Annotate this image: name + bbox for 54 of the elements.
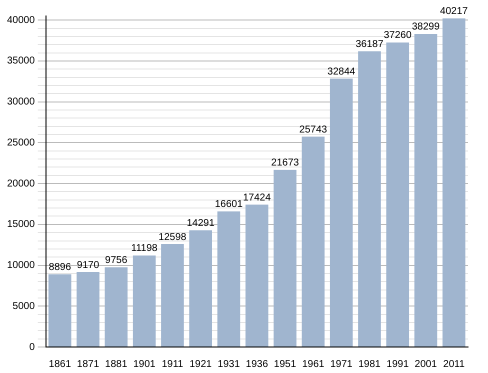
x-tick-label: 1991 [386,358,410,370]
y-tick-label: 15000 [6,219,36,230]
x-tick-label: 1871 [76,358,100,370]
data-label: 8896 [48,262,72,274]
x-tick-label: 1936 [246,358,268,370]
data-label: 16601 [214,199,244,210]
bar [302,136,325,346]
x-tick-label: 2011 [443,358,466,370]
y-tick-label: 35000 [6,56,36,67]
bar [442,18,466,346]
data-label: 9756 [105,255,128,266]
data-label: 37260 [384,30,412,42]
bar [132,255,156,346]
bar [358,51,381,346]
data-label: 12598 [158,232,187,243]
x-tick-label: 1961 [302,358,325,370]
data-label: 36187 [356,39,384,50]
bar [414,34,438,346]
y-tick-label: 25000 [6,137,36,148]
bar [386,42,410,346]
y-tick-label: 30000 [6,96,36,108]
x-tick-label: 2001 [414,358,438,370]
x-tick-label: 1921 [189,358,212,370]
data-label: 17424 [243,192,272,204]
bar [76,272,100,346]
bar [246,204,268,346]
data-label: 11198 [131,243,158,254]
y-tick-label: 10000 [6,260,36,272]
data-label: 9170 [76,260,100,271]
data-label: 38299 [412,22,440,33]
bar [161,244,184,346]
data-label: 25743 [299,124,328,136]
bar [330,78,353,346]
x-tick-label: 1911 [162,358,184,370]
y-tick-label: 0 [29,342,36,353]
bar [274,170,296,346]
data-label: 40217 [440,6,468,18]
y-tick-label: 40000 [6,14,36,26]
x-tick-label: 1951 [274,358,297,370]
y-tick-label: 20000 [6,178,36,190]
x-tick-label: 1901 [133,358,156,370]
bar [217,211,240,346]
x-tick-label: 1981 [358,358,382,370]
x-tick-label: 1881 [105,358,128,370]
data-label: 21673 [271,158,300,169]
y-tick-label: 5000 [12,300,36,312]
x-tick-label: 1971 [330,358,353,370]
data-label: 32844 [327,66,356,78]
bar [48,274,72,346]
bar [104,267,128,346]
bar [189,230,212,346]
x-tick-label: 1931 [218,358,240,370]
data-label: 14291 [186,218,215,229]
x-tick-label: 1861 [48,358,72,370]
